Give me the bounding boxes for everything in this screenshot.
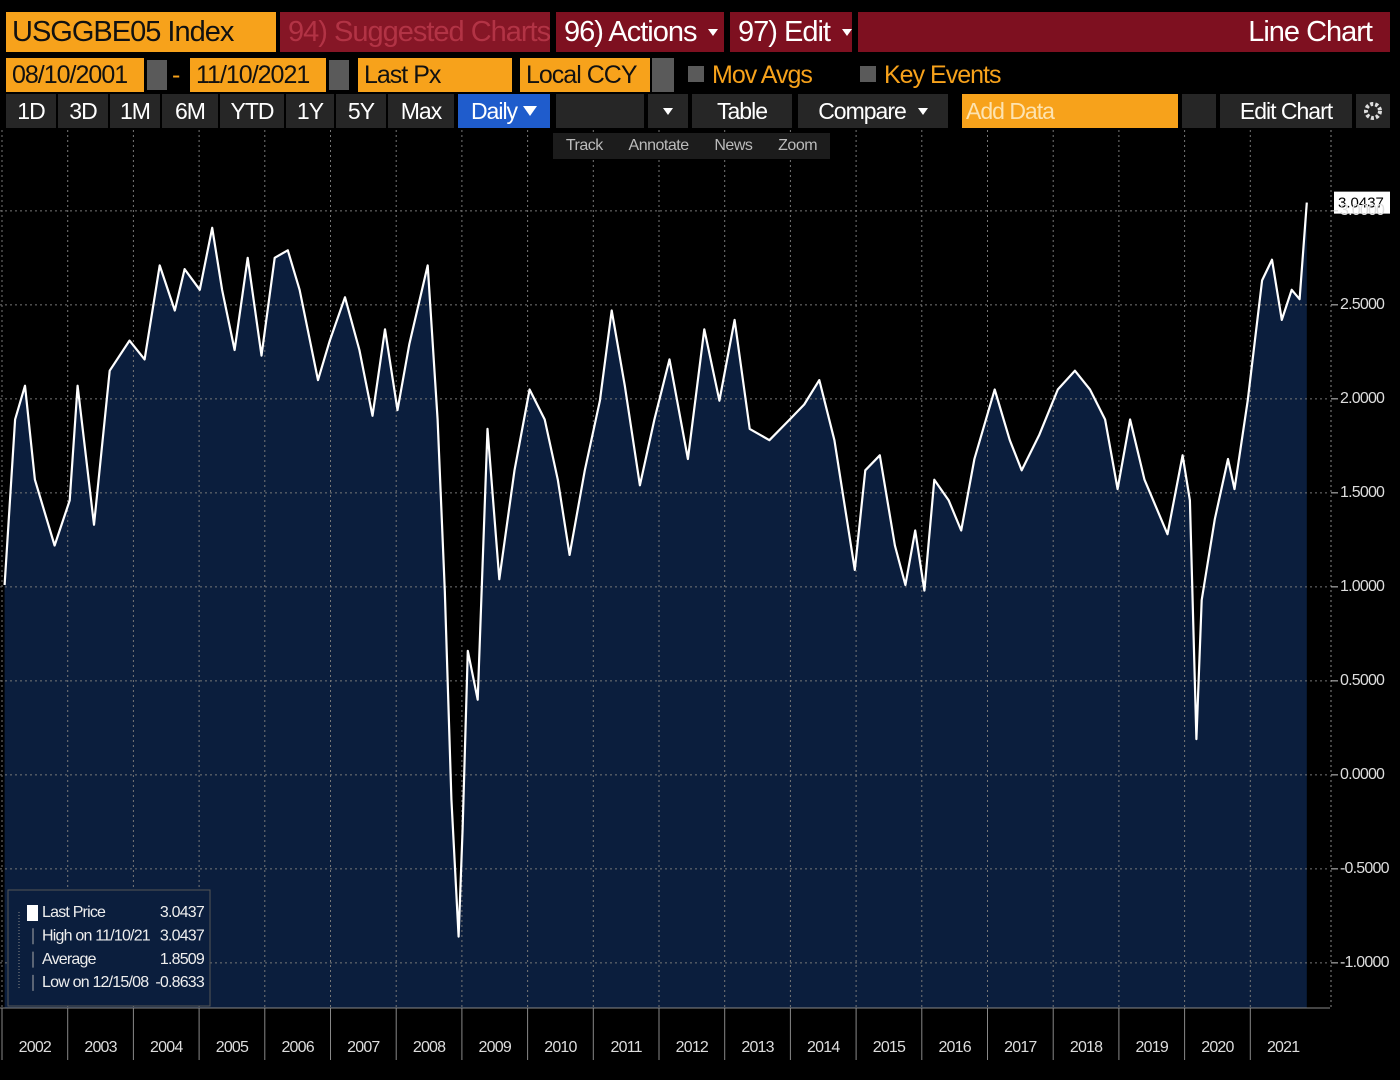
- edit-chart-button[interactable]: Edit Chart: [1220, 94, 1352, 128]
- x-tick-label: 2018: [1070, 1039, 1103, 1056]
- gear-icon: [1364, 102, 1382, 120]
- last-price-box: [1334, 191, 1390, 214]
- calendar-icon[interactable]: [329, 60, 349, 90]
- legend-value: 3.0437: [160, 904, 205, 921]
- legend-value: 3.0437: [160, 928, 205, 945]
- y-tick-label: 3.0000: [1340, 202, 1385, 219]
- x-tick-label: 2008: [413, 1039, 446, 1056]
- frequency-select[interactable]: Daily: [458, 94, 550, 128]
- y-tick-label: 2.0000: [1340, 390, 1385, 407]
- x-tick-label: 2014: [807, 1039, 840, 1056]
- tool-button[interactable]: News: [714, 137, 753, 154]
- x-tick-label: 2009: [479, 1039, 512, 1056]
- currency-select[interactable]: Local CCY: [520, 58, 650, 92]
- compare-label: Compare: [818, 97, 907, 124]
- y-tick-label: 1.0000: [1340, 578, 1385, 595]
- chart-tools: Track Annotate News Zoom: [553, 133, 830, 159]
- style-dropdown[interactable]: [648, 94, 688, 128]
- legend-label: High on 11/10/21: [42, 928, 151, 945]
- key-events-label: Key Events: [884, 60, 1001, 89]
- edit-label: 97) Edit: [738, 15, 831, 48]
- x-tick-label: 2016: [938, 1039, 971, 1056]
- x-tick-label: 2013: [741, 1039, 774, 1056]
- legend: Last Price 3.0437 High on 11/10/21 3.0437 Av…: [7, 889, 211, 1007]
- field-select[interactable]: Last Px: [358, 58, 512, 92]
- edit-menu[interactable]: 97) Edit: [730, 12, 852, 52]
- x-tick-label: 2007: [347, 1039, 380, 1056]
- x-tick-label: 2015: [873, 1039, 906, 1056]
- legend-label: Average: [42, 951, 97, 968]
- y-tick-label: 0.5000: [1340, 672, 1385, 689]
- y-tick-label: -0.5000: [1340, 860, 1390, 877]
- chart-style-icons[interactable]: [556, 94, 644, 128]
- chart-kind: Line Chart: [858, 12, 1390, 52]
- legend-frame: [7, 889, 211, 1007]
- y-tick-label: 2.5000: [1340, 296, 1385, 313]
- actions-label: 96) Actions: [564, 15, 697, 48]
- suggested-charts[interactable]: 94) Suggested Charts: [280, 12, 550, 52]
- settings-button[interactable]: [1356, 94, 1390, 128]
- legend-swatch: [27, 905, 38, 921]
- end-date[interactable]: 11/10/2021: [190, 58, 326, 92]
- x-tick-label: 2006: [281, 1039, 314, 1056]
- x-tick-label: 2011: [611, 1039, 643, 1056]
- currency-dropdown[interactable]: [652, 58, 674, 92]
- period-button[interactable]: YTD: [220, 94, 284, 128]
- compare-button[interactable]: Compare: [798, 94, 948, 128]
- period-button[interactable]: 3D: [58, 94, 108, 128]
- price-line: [3, 202, 1308, 938]
- y-tick-label: 0.0000: [1340, 766, 1385, 783]
- frequency-label: Daily: [470, 97, 518, 124]
- period-button[interactable]: 1M: [110, 94, 160, 128]
- x-tick-label: 2010: [544, 1039, 577, 1056]
- x-tick-label: 2020: [1201, 1039, 1234, 1056]
- period-button[interactable]: 5Y: [336, 94, 386, 128]
- actions-menu[interactable]: 96) Actions: [556, 12, 724, 52]
- tool-button[interactable]: Track: [565, 137, 603, 154]
- table-button[interactable]: Table: [692, 94, 792, 128]
- last-price-label: 3.0437: [1338, 195, 1384, 212]
- x-tick-label: 2019: [1136, 1039, 1169, 1056]
- y-tick-label: 1.5000: [1340, 484, 1385, 501]
- period-button[interactable]: 6M: [162, 94, 218, 128]
- tool-button[interactable]: Annotate: [628, 137, 690, 154]
- area-fill: [4, 202, 1307, 1009]
- x-tick-label: 2004: [150, 1039, 183, 1056]
- period-button[interactable]: 1D: [6, 94, 56, 128]
- legend-label: Last Price: [42, 904, 106, 921]
- x-tick-label: 2003: [84, 1039, 117, 1056]
- y-tick-label: -1.0000: [1340, 954, 1390, 971]
- calendar-icon[interactable]: [147, 60, 167, 90]
- x-axis-band: [0, 1008, 1400, 1080]
- start-date[interactable]: 08/10/2001: [6, 58, 144, 92]
- security-field[interactable]: USGGBE05 Index: [6, 12, 276, 52]
- add-data-input[interactable]: Add Data: [962, 94, 1178, 128]
- legend-value: -0.8633: [155, 974, 205, 991]
- x-tick-label: 2012: [676, 1039, 709, 1056]
- x-tick-label: 2021: [1267, 1039, 1300, 1056]
- mov-avgs-checkbox[interactable]: [688, 66, 704, 82]
- legend-label: Low on 12/15/08: [42, 974, 149, 991]
- key-events-checkbox[interactable]: [860, 66, 876, 82]
- x-tick-label: 2002: [19, 1039, 52, 1056]
- tool-button[interactable]: Zoom: [778, 137, 818, 154]
- x-tick-label: 2005: [216, 1039, 249, 1056]
- legend-value: 1.8509: [160, 951, 205, 968]
- x-tick-label: 2017: [1004, 1039, 1037, 1056]
- mov-avgs-label: Mov Avgs: [712, 60, 813, 89]
- period-button[interactable]: Max: [388, 94, 454, 128]
- date-separator: -: [172, 60, 180, 89]
- collapse-button[interactable]: [1182, 94, 1216, 128]
- period-button[interactable]: 1Y: [286, 94, 334, 128]
